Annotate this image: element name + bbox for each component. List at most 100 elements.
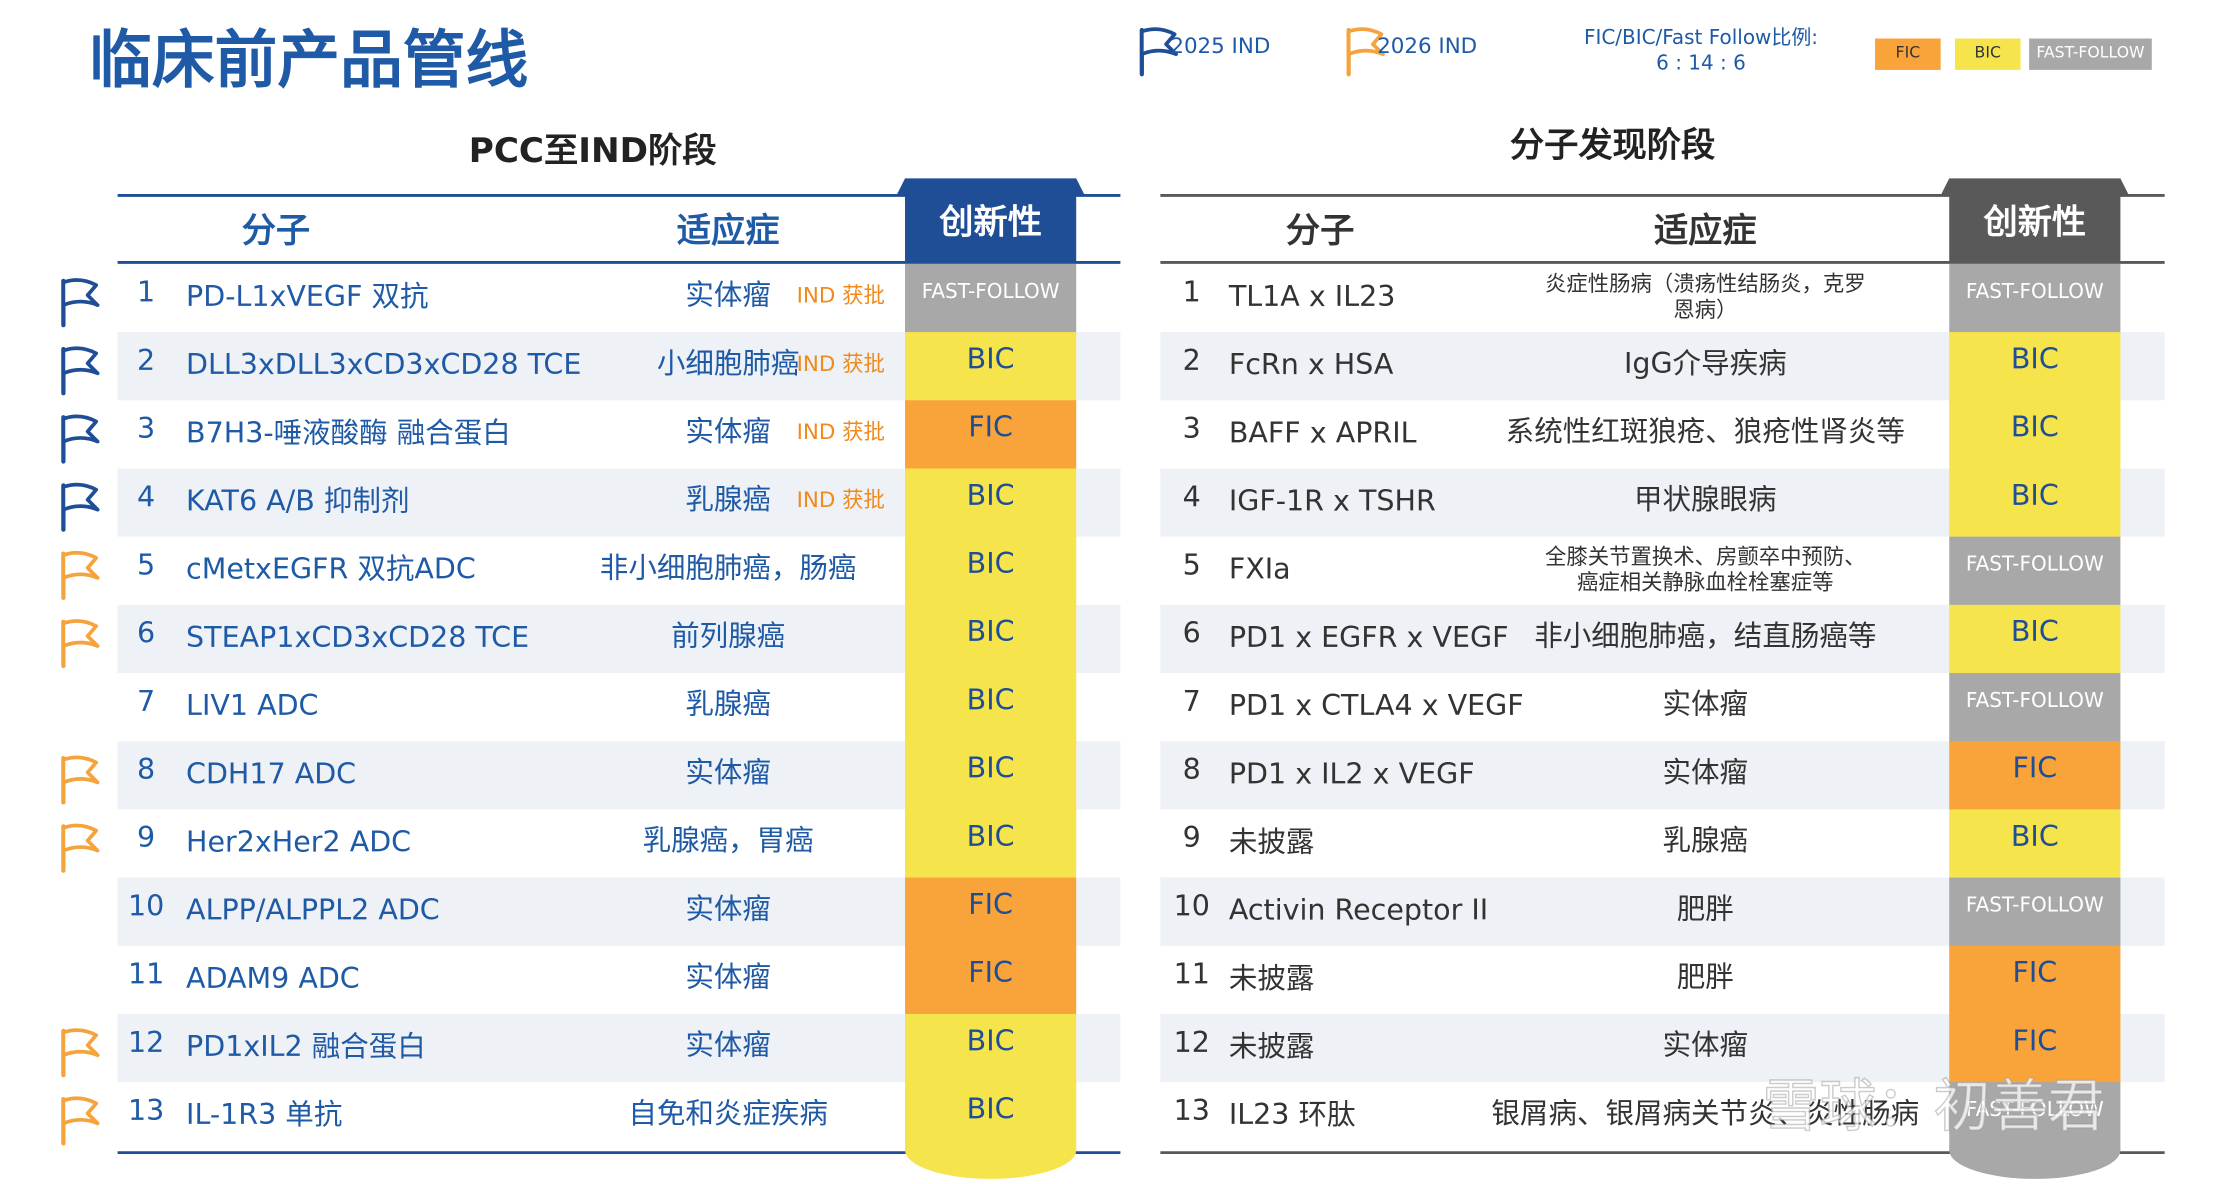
indication: 实体瘤	[1663, 1029, 1749, 1062]
page-title: 临床前产品管线	[89, 23, 528, 96]
flag-icon	[61, 550, 100, 600]
row-number: 13	[1174, 1094, 1210, 1127]
flag-cloth	[61, 278, 100, 307]
approval-status: IND 获批	[797, 488, 885, 513]
row-number: 12	[128, 1026, 164, 1059]
flag-cloth	[61, 1096, 100, 1126]
row-number: 5	[137, 548, 155, 581]
molecule: FXIa	[1229, 553, 1291, 586]
molecule: PD1xIL2 融合蛋白	[186, 1030, 426, 1063]
flag-cloth	[61, 346, 100, 376]
molecule: DLL3xDLL3xCD3xCD28 TCE	[186, 348, 581, 381]
innovation-label: BIC	[2011, 820, 2059, 853]
flag-cloth	[61, 823, 100, 853]
row-number: 2	[1183, 344, 1201, 377]
molecule: B7H3-唾液酸酶 融合蛋白	[186, 416, 511, 449]
flag-cloth	[61, 550, 100, 580]
row-number: 4	[137, 480, 155, 513]
innovation-cell	[1949, 400, 2121, 470]
molecule: Activin Receptor II	[1229, 894, 1488, 927]
innovation-label: BIC	[967, 547, 1015, 580]
innovation-cell	[1949, 332, 2121, 401]
indication: 实体瘤	[685, 279, 771, 312]
indication: 乳腺癌	[685, 483, 771, 516]
indication: 实体瘤	[685, 1029, 771, 1062]
right-section-title: 分子发现阶段	[1510, 125, 1716, 165]
column-header: 适应症	[1654, 211, 1757, 251]
innovation-label: BIC	[2011, 615, 2059, 648]
molecule: TL1A x IL23	[1228, 280, 1396, 313]
innovation-label: FIC	[968, 956, 1013, 989]
column-header: 适应症	[677, 211, 780, 251]
innovation-label: BIC	[967, 1024, 1015, 1057]
row-number: 9	[1183, 821, 1201, 854]
innovation-label: BIC	[967, 479, 1015, 512]
molecule: 未披露	[1229, 825, 1315, 858]
innovation-legend-label: FAST-FOLLOW	[2036, 42, 2144, 61]
innovation-cell	[905, 741, 1077, 811]
indication: 乳腺癌	[1663, 824, 1749, 857]
molecule: PD1 x CTLA4 x VEGF	[1229, 689, 1524, 722]
molecule: ALPP/ALPPL2 ADC	[186, 894, 440, 927]
row-number: 7	[137, 685, 155, 718]
molecule: PD1 x IL2 x VEGF	[1229, 757, 1475, 790]
molecule: KAT6 A/B 抑制剂	[186, 485, 409, 518]
ratio-title: FIC/BIC/Fast Follow比例:	[1584, 25, 1818, 49]
innovation-label: FIC	[968, 888, 1013, 921]
row-number: 5	[1183, 548, 1201, 581]
row-number: 3	[1183, 412, 1201, 445]
indication: 银屑病、银屑病关节炎、炎性肠病	[1491, 1097, 1919, 1130]
flag-cloth	[61, 482, 100, 512]
flag-cloth	[61, 619, 100, 648]
indication-line: 恩病）	[1673, 298, 1737, 323]
flag-cloth	[61, 414, 100, 444]
flag-icon	[1346, 27, 1385, 77]
row-number: 8	[137, 753, 155, 786]
column-header: 分子	[242, 211, 310, 251]
indication: 实体瘤	[1663, 688, 1749, 721]
indication: 前列腺癌	[671, 620, 785, 653]
indication: 肥胖	[1677, 960, 1734, 993]
innovation-legend-box	[1954, 38, 2021, 70]
flag-cloth	[61, 755, 100, 785]
indication: IgG介导疾病	[1624, 347, 1787, 380]
flag-cloth	[61, 1028, 100, 1058]
molecule: 未披露	[1229, 1030, 1315, 1063]
innovation-cell	[905, 536, 1077, 606]
indication: 非小细胞肺癌，结直肠癌等	[1534, 620, 1876, 653]
innovation-cell	[905, 400, 1077, 470]
indication-line: 全膝关节置换术、房颤卒中预防、	[1545, 545, 1866, 570]
indication: 系统性红斑狼疮、狼疮性肾炎等	[1506, 415, 1905, 448]
row-number: 6	[1183, 617, 1201, 650]
flag-icon	[61, 482, 100, 532]
molecule: PD-L1xVEGF 双抗	[186, 280, 428, 313]
flag-cloth	[1139, 27, 1178, 57]
flag-icon	[61, 1028, 100, 1078]
indication: 全膝关节置换术、房颤卒中预防、癌症相关静脉血栓栓塞症等	[1545, 545, 1866, 596]
molecule: LIV1 ADC	[186, 689, 318, 722]
indication: 炎症性肠病（溃疡性结肠炎，克罗恩病）	[1545, 272, 1866, 323]
row-number: 12	[1174, 1026, 1210, 1059]
flag-icon	[61, 823, 100, 873]
innovation-label: FAST-FOLLOW	[1966, 552, 2104, 576]
innovation-cell	[1949, 741, 2121, 811]
indication: 甲状腺眼病	[1634, 483, 1777, 516]
innovation-cell	[905, 945, 1077, 1015]
row-number: 6	[137, 617, 155, 650]
row-number: 2	[137, 344, 155, 377]
indication: 小细胞肺癌	[657, 347, 800, 380]
innovation-header-tab	[896, 178, 1085, 196]
approval-status: IND 获批	[797, 352, 885, 377]
molecule: IL-1R3 单抗	[186, 1098, 342, 1131]
innovation-cell	[1949, 536, 2121, 606]
column-header: 创新性	[938, 202, 1042, 242]
row-number: 13	[128, 1094, 164, 1127]
indication: 实体瘤	[1663, 756, 1749, 789]
molecule: Her2xHer2 ADC	[186, 825, 411, 858]
innovation-cell	[1949, 263, 2121, 333]
innovation-cell	[1949, 1013, 2121, 1083]
flag-cloth	[1346, 27, 1385, 57]
innovation-label: FAST-FOLLOW	[1966, 892, 2104, 916]
flag-legend-label: 2025 IND	[1170, 34, 1270, 59]
innovation-label: FIC	[2012, 956, 2057, 989]
